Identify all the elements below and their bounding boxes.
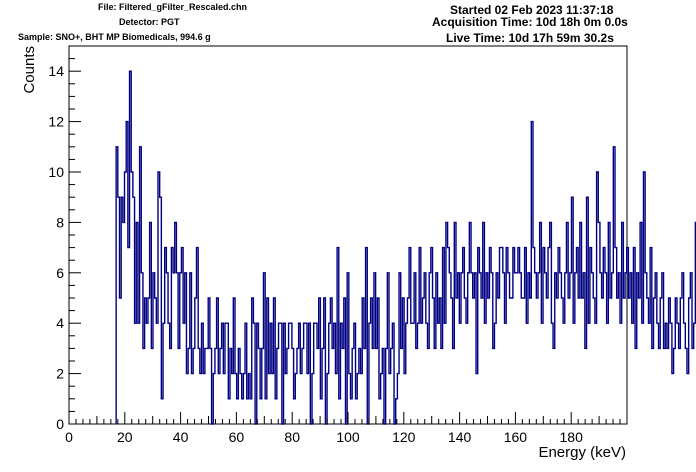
live-time-label: Live Time: 10d 17h 59m 30.2s bbox=[446, 31, 614, 45]
x-tick-label: 80 bbox=[284, 429, 300, 445]
y-tick-label: 12 bbox=[48, 114, 64, 130]
y-axis-ticks: 0 2 4 6 8 10 12 14 bbox=[48, 45, 81, 432]
x-tick-label: 100 bbox=[336, 429, 360, 445]
histogram-line bbox=[115, 70, 696, 425]
started-label: Started 02 Feb 2023 11:37:18 bbox=[450, 3, 614, 17]
y-tick-label: 6 bbox=[56, 265, 64, 281]
x-axis-ticks: 0 20 40 60 80 100 120 140 160 180 bbox=[65, 412, 628, 445]
x-tick-label: 120 bbox=[392, 429, 416, 445]
x-tick-label: 0 bbox=[65, 429, 73, 445]
x-tick-label: 180 bbox=[560, 429, 584, 445]
x-axis-title: Energy (keV) bbox=[538, 444, 626, 461]
y-tick-label: 14 bbox=[48, 63, 64, 79]
y-axis-title: Counts bbox=[21, 46, 38, 94]
y-tick-label: 4 bbox=[56, 315, 64, 331]
acquisition-time-label: Acquisition Time: 10d 18h 0m 0.0s bbox=[432, 15, 628, 29]
y-tick-label: 10 bbox=[48, 164, 64, 180]
detector-label: Detector: PGT bbox=[119, 17, 180, 27]
x-tick-label: 60 bbox=[229, 429, 245, 445]
sample-label: Sample: SNO+, BHT MP Biomedicals, 994.6 … bbox=[18, 32, 211, 42]
file-label: File: Filtered_gFilter_Rescaled.chn bbox=[98, 2, 248, 12]
x-tick-label: 40 bbox=[173, 429, 189, 445]
x-tick-label: 20 bbox=[117, 429, 133, 445]
y-tick-label: 0 bbox=[56, 416, 64, 432]
y-tick-label: 2 bbox=[56, 366, 64, 382]
x-tick-label: 160 bbox=[504, 429, 528, 445]
y-tick-label: 8 bbox=[56, 214, 64, 230]
histogram-series bbox=[115, 70, 696, 425]
plot-frame bbox=[68, 45, 628, 425]
x-tick-label: 140 bbox=[448, 429, 472, 445]
